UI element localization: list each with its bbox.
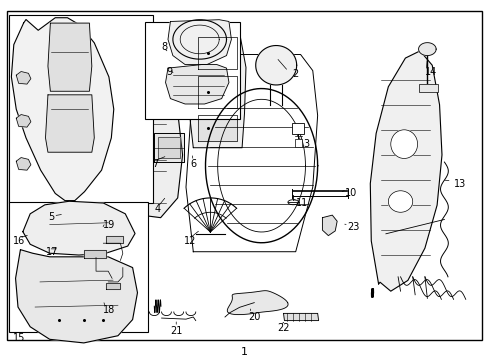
Polygon shape (11, 18, 114, 201)
Polygon shape (16, 158, 31, 170)
Polygon shape (418, 42, 435, 55)
Polygon shape (45, 95, 94, 152)
Polygon shape (158, 137, 179, 158)
Polygon shape (198, 76, 237, 108)
Text: 10: 10 (344, 188, 356, 198)
Text: 1: 1 (241, 347, 247, 357)
Text: 12: 12 (183, 236, 196, 246)
Polygon shape (322, 215, 336, 235)
Text: 11: 11 (295, 198, 307, 208)
Text: 9: 9 (166, 67, 172, 77)
Text: 8: 8 (161, 42, 167, 52)
Polygon shape (16, 250, 137, 343)
Bar (144, 22, 239, 119)
Text: 5: 5 (48, 212, 55, 222)
Polygon shape (107, 65, 182, 218)
Polygon shape (369, 51, 441, 291)
Polygon shape (16, 72, 31, 84)
Polygon shape (154, 134, 183, 162)
Text: 13: 13 (453, 179, 466, 189)
Text: 7: 7 (152, 159, 158, 169)
Polygon shape (165, 64, 228, 104)
Text: 19: 19 (103, 220, 115, 230)
Polygon shape (23, 201, 135, 255)
Polygon shape (227, 291, 287, 315)
Text: 14: 14 (424, 67, 436, 77)
Text: 22: 22 (277, 323, 289, 333)
Polygon shape (198, 37, 237, 69)
Polygon shape (168, 20, 231, 64)
Bar (292, 123, 304, 134)
Polygon shape (105, 236, 122, 243)
Text: 20: 20 (248, 312, 260, 322)
Text: 21: 21 (170, 325, 182, 336)
Ellipse shape (387, 191, 412, 212)
Polygon shape (198, 116, 237, 140)
Polygon shape (255, 45, 296, 85)
Text: 2: 2 (292, 69, 298, 79)
Polygon shape (16, 114, 31, 127)
Text: 3: 3 (303, 139, 308, 149)
Bar (9, 202, 148, 332)
Text: 15: 15 (13, 333, 25, 343)
Polygon shape (105, 283, 120, 289)
Text: 18: 18 (103, 305, 115, 315)
Text: 17: 17 (45, 247, 58, 257)
Bar (294, 139, 302, 147)
Text: 16: 16 (13, 236, 25, 246)
Bar (9, 15, 153, 203)
Bar (418, 84, 437, 92)
Polygon shape (83, 250, 105, 257)
Polygon shape (189, 33, 245, 148)
Polygon shape (283, 314, 318, 320)
Text: 6: 6 (190, 159, 197, 169)
Text: 23: 23 (346, 222, 359, 232)
Ellipse shape (390, 130, 417, 158)
Polygon shape (48, 23, 92, 91)
Text: 4: 4 (154, 204, 161, 215)
